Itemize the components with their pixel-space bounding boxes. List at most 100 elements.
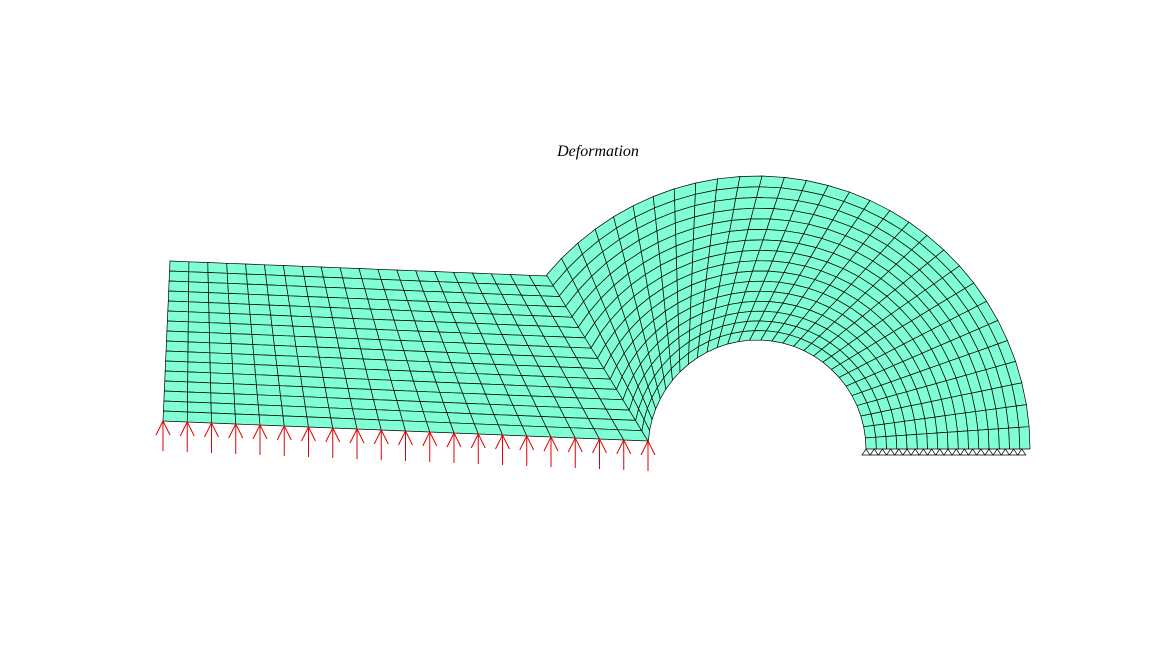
element: [863, 425, 877, 439]
arrow-head: [228, 422, 244, 439]
arrow-head: [252, 423, 268, 440]
element: [336, 337, 362, 350]
element: [277, 375, 303, 387]
element: [403, 350, 430, 363]
element: [227, 282, 249, 295]
arrow-head: [495, 433, 510, 450]
element: [361, 278, 385, 290]
element: [309, 306, 333, 318]
load-arrow: [422, 430, 438, 462]
element: [998, 427, 1010, 450]
element: [320, 266, 344, 279]
element: [322, 276, 346, 289]
element: [250, 324, 274, 336]
element: [936, 431, 949, 450]
element: [344, 287, 369, 300]
support: [918, 448, 929, 456]
element: [187, 391, 212, 404]
element: [905, 434, 918, 450]
support: [1008, 448, 1019, 456]
element: [207, 272, 229, 284]
element: [367, 378, 395, 391]
element: [329, 307, 354, 319]
load-arrow: [301, 425, 316, 457]
load-arrow: [398, 429, 413, 461]
arrow-head: [204, 421, 219, 438]
element: [387, 369, 414, 382]
element: [885, 435, 898, 450]
element: [865, 436, 877, 450]
element: [187, 321, 210, 334]
element: [275, 355, 300, 367]
element: [229, 323, 253, 335]
load-arrow: [495, 433, 510, 465]
element: [166, 330, 189, 343]
element: [733, 197, 757, 210]
support: [861, 448, 871, 456]
element: [750, 207, 775, 220]
element: [396, 400, 424, 413]
element: [384, 359, 411, 372]
element: [187, 351, 211, 364]
element: [373, 399, 401, 412]
element: [167, 290, 189, 303]
load-arrow: [155, 419, 171, 451]
element: [226, 272, 248, 285]
element: [311, 316, 336, 329]
element: [284, 275, 307, 287]
support: [877, 448, 888, 456]
element: [396, 329, 423, 342]
support: [959, 448, 970, 456]
element: [210, 382, 235, 395]
arrow-head: [398, 429, 413, 446]
element: [367, 298, 392, 311]
element: [209, 332, 232, 344]
element: [977, 429, 990, 450]
element: [399, 410, 427, 423]
element: [280, 395, 306, 408]
support: [967, 448, 978, 456]
element: [737, 175, 763, 188]
element: [208, 312, 231, 324]
element: [1008, 427, 1021, 450]
element: [413, 380, 441, 393]
element: [282, 265, 305, 277]
element: [248, 303, 272, 316]
element: [315, 336, 340, 349]
element: [164, 370, 189, 383]
element: [188, 271, 209, 283]
element: [303, 276, 327, 288]
load-arrow: [325, 426, 341, 458]
load-arrow: [204, 421, 219, 453]
element: [164, 360, 189, 373]
element: [188, 291, 210, 303]
support: [910, 448, 920, 456]
element: [317, 346, 342, 359]
element: [301, 265, 324, 278]
element: [270, 314, 294, 327]
element: [422, 411, 451, 424]
element: [895, 434, 908, 450]
element: [297, 355, 322, 368]
element: [298, 366, 324, 378]
element: [188, 261, 209, 273]
arrow-head: [519, 434, 535, 451]
support: [951, 448, 961, 456]
arrow-head: [179, 420, 195, 437]
element: [187, 341, 211, 354]
element: [278, 385, 305, 398]
element: [257, 404, 284, 417]
element: [274, 345, 298, 357]
element: [264, 264, 286, 276]
element: [313, 326, 338, 339]
element: [245, 263, 267, 276]
element: [266, 284, 289, 297]
element: [255, 374, 280, 387]
element: [340, 357, 367, 370]
element: [1018, 426, 1031, 450]
load-arrow: [276, 424, 292, 456]
element: [347, 297, 372, 310]
element: [232, 363, 256, 376]
element: [946, 431, 959, 450]
element: [307, 296, 331, 308]
